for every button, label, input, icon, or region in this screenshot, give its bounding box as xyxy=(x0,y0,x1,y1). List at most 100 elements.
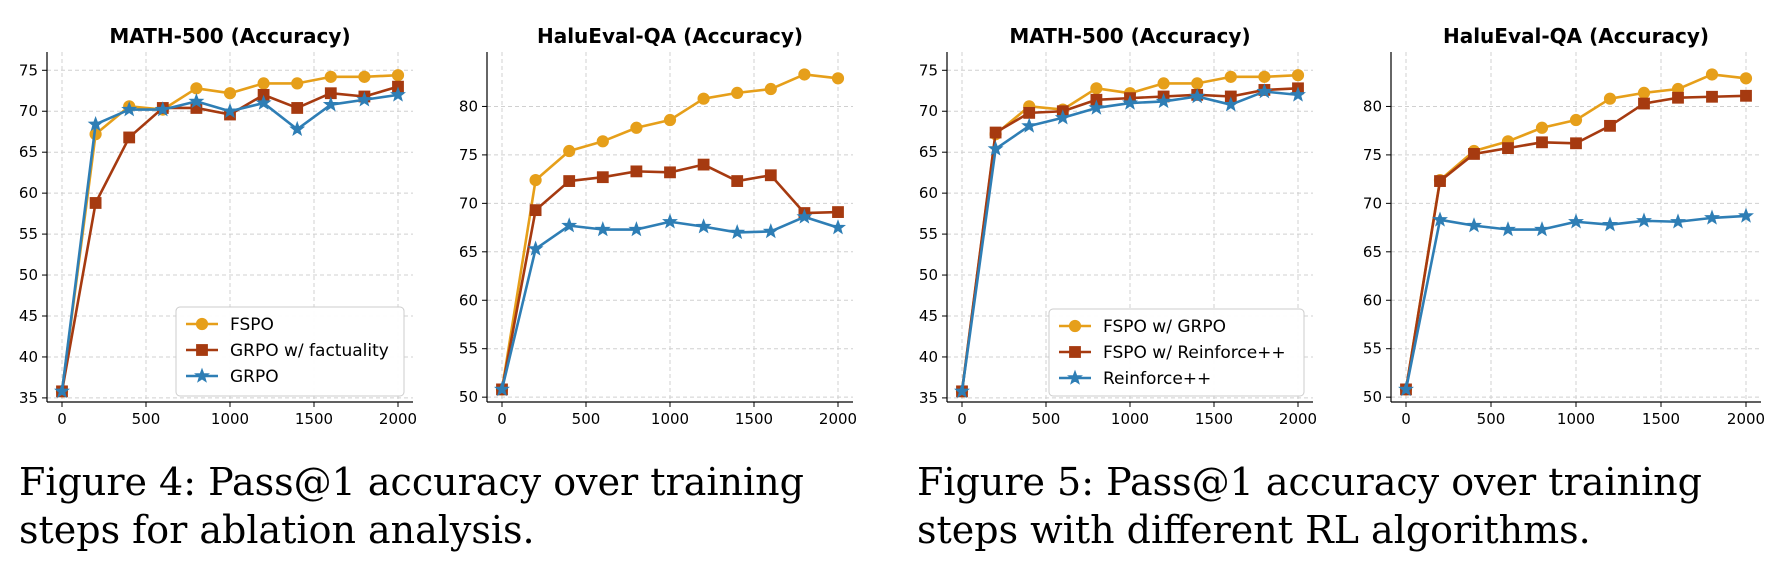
data-point xyxy=(322,96,339,112)
data-point xyxy=(561,217,578,233)
data-point xyxy=(1224,70,1237,83)
data-point xyxy=(1570,137,1582,150)
series-3 xyxy=(494,208,846,397)
data-point xyxy=(1256,83,1273,99)
data-point xyxy=(596,171,609,184)
y-tick-label: 60 xyxy=(19,184,38,202)
legend-marker xyxy=(1068,319,1082,333)
y-tick-label: 65 xyxy=(1363,243,1382,261)
data-point xyxy=(89,197,102,209)
x-tick-label: 1500 xyxy=(295,410,333,428)
x-tick-label: 1500 xyxy=(1195,410,1233,428)
y-tick-label: 35 xyxy=(919,389,938,407)
legend-label: GRPO w/ factuality xyxy=(230,341,389,361)
legend-entry: GRPO xyxy=(186,367,279,387)
data-point xyxy=(190,82,203,95)
chart-title: MATH-500 (Accuracy) xyxy=(1009,24,1250,48)
data-point xyxy=(1534,221,1550,237)
data-point xyxy=(255,94,272,110)
data-point xyxy=(356,91,373,107)
legend: FSPO w/ GRPO FSPO w/ Reinforce++ Reinforce… xyxy=(1048,308,1305,397)
figure-5-caption: Figure 5: Pass@1 accuracy over training … xyxy=(917,460,1702,552)
data-point xyxy=(1023,106,1036,119)
data-point xyxy=(628,221,645,237)
data-point xyxy=(630,165,643,178)
legend-label: Reinforce++ xyxy=(1103,369,1211,389)
data-point xyxy=(832,206,844,218)
data-point xyxy=(324,70,337,83)
y-tick-label: 70 xyxy=(919,102,938,120)
data-point xyxy=(1502,142,1514,155)
chart-title: HaluEval-QA (Accuracy) xyxy=(537,24,803,48)
data-point xyxy=(798,68,811,81)
data-point xyxy=(1536,136,1548,149)
legend-label: GRPO xyxy=(230,367,279,387)
data-point xyxy=(222,102,238,118)
data-point xyxy=(1290,86,1306,102)
legend-entry: FSPO xyxy=(186,315,274,335)
data-point xyxy=(563,144,576,158)
data-point xyxy=(1535,121,1549,134)
x-tick-label: 1000 xyxy=(651,410,689,428)
data-point xyxy=(1672,91,1684,104)
data-point xyxy=(529,173,542,187)
legend-entry: FSPO w/ Reinforce++ xyxy=(1059,343,1286,363)
data-point xyxy=(662,213,678,229)
y-tick-label: 75 xyxy=(459,146,478,164)
data-point xyxy=(664,166,676,179)
data-point xyxy=(1398,381,1414,397)
y-tick-label: 45 xyxy=(19,307,38,325)
y-tick-label: 75 xyxy=(1363,146,1382,164)
y-tick-label: 55 xyxy=(919,225,938,243)
data-point xyxy=(1090,82,1103,95)
data-point xyxy=(1637,86,1651,99)
chart-panel-4: 0 500 1000 1500 2000 50 55 60 65 70 75 80 HaluEval-Q… xyxy=(1363,24,1765,428)
y-tick-label: 55 xyxy=(19,225,38,243)
data-point xyxy=(121,101,138,117)
legend-label: FSPO xyxy=(230,315,274,335)
x-tick-label: 1500 xyxy=(735,410,773,428)
data-point xyxy=(87,115,104,132)
legend-box xyxy=(1048,308,1305,397)
data-point xyxy=(1740,89,1752,102)
data-point xyxy=(1468,148,1480,160)
data-point xyxy=(390,86,406,102)
chart-panel-2: 0 500 1000 1500 2000 50 55 60 65 70 75 80 HaluEval-Q… xyxy=(459,24,857,428)
data-point xyxy=(494,381,510,397)
legend-entry: FSPO w/ GRPO xyxy=(1059,317,1226,337)
data-point xyxy=(987,140,1004,156)
y-tick-label: 50 xyxy=(1363,388,1382,406)
series-3 xyxy=(54,86,406,399)
data-point xyxy=(762,223,779,239)
data-point xyxy=(1568,213,1584,229)
x-tick-label: 1000 xyxy=(211,410,249,428)
data-point xyxy=(1466,217,1482,233)
data-point xyxy=(123,131,136,144)
data-point xyxy=(596,135,609,148)
data-point xyxy=(1222,96,1239,112)
x-tick-label: 500 xyxy=(132,410,161,428)
data-point xyxy=(391,69,405,82)
data-point xyxy=(1670,213,1686,229)
x-tick-label: 0 xyxy=(497,410,507,428)
y-tick-label: 60 xyxy=(1363,291,1382,309)
data-point xyxy=(1191,77,1204,90)
data-point xyxy=(1021,117,1038,133)
x-tick-label: 1000 xyxy=(1557,410,1595,428)
figure-4-caption: Figure 4: Pass@1 accuracy over training … xyxy=(19,460,804,552)
legend-marker xyxy=(195,317,209,331)
data-point xyxy=(830,219,846,235)
data-point xyxy=(630,121,643,134)
y-tick-label: 60 xyxy=(919,184,938,202)
data-point xyxy=(764,82,777,96)
x-tick-label: 2000 xyxy=(819,410,857,428)
y-tick-label: 70 xyxy=(459,194,478,212)
data-point xyxy=(954,382,970,399)
chart-title: MATH-500 (Accuracy) xyxy=(109,24,350,48)
x-tick-label: 500 xyxy=(1477,410,1506,428)
data-point xyxy=(1157,77,1170,90)
y-tick-label: 50 xyxy=(459,388,478,406)
data-point xyxy=(796,208,813,224)
data-point xyxy=(1500,221,1516,237)
y-tick-label: 80 xyxy=(1363,97,1382,115)
